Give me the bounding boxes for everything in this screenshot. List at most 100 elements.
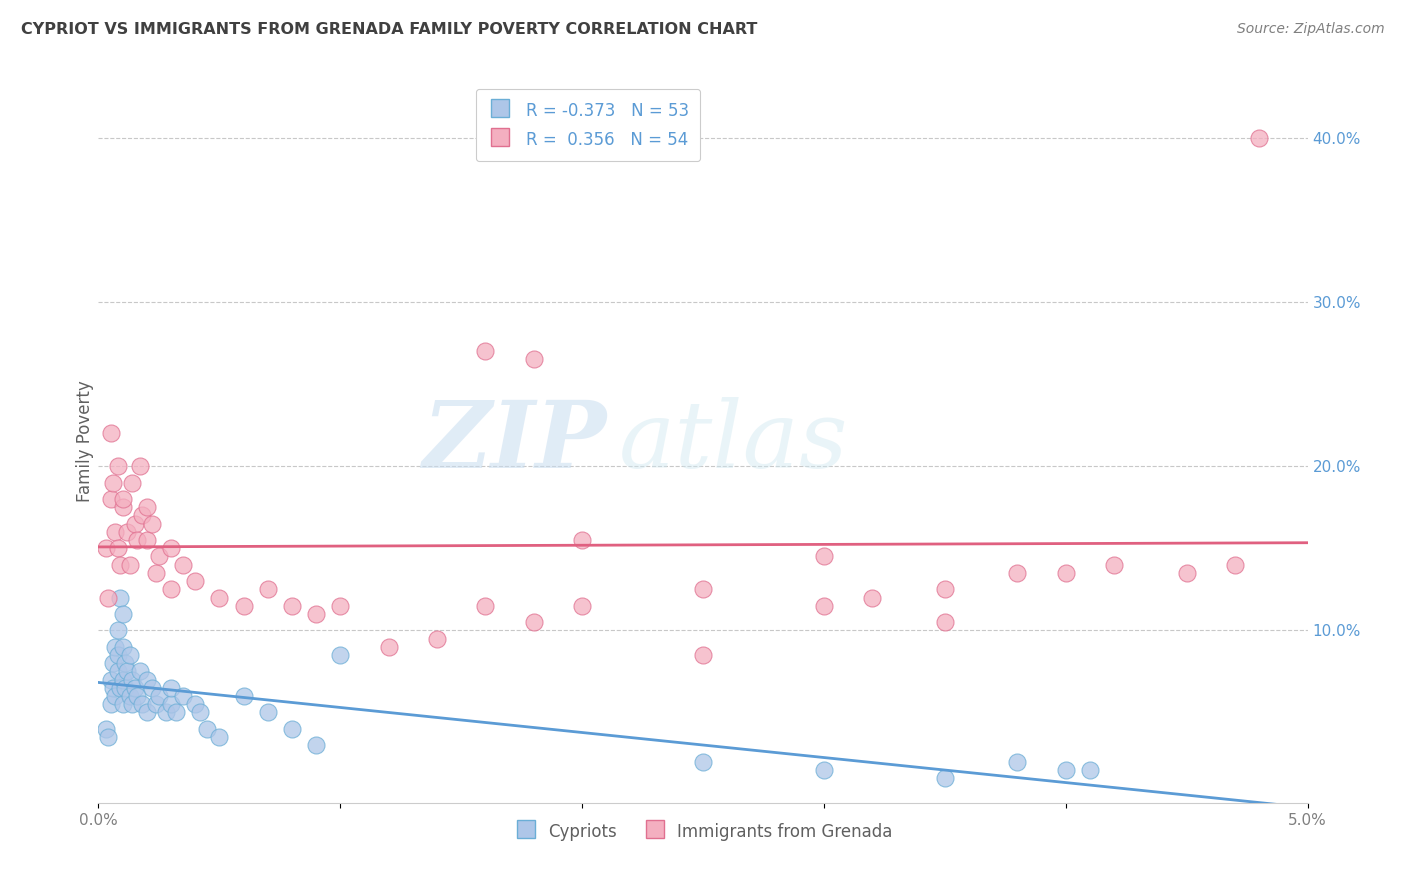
Point — [934, 615, 956, 630]
Point — [571, 599, 593, 613]
Point — [111, 640, 134, 654]
Text: atlas: atlas — [619, 397, 848, 486]
Point — [131, 698, 153, 712]
Point — [1078, 763, 1101, 777]
Point — [232, 599, 254, 613]
Point — [107, 648, 129, 662]
Point — [108, 591, 131, 605]
Point — [97, 591, 120, 605]
Point — [329, 599, 352, 613]
Point — [148, 549, 170, 564]
Point — [97, 730, 120, 744]
Point — [101, 657, 124, 671]
Point — [101, 475, 124, 490]
Point — [692, 648, 714, 662]
Point — [281, 722, 304, 736]
Point — [474, 599, 496, 613]
Point — [232, 689, 254, 703]
Point — [100, 698, 122, 712]
Point — [94, 541, 117, 556]
Point — [121, 673, 143, 687]
Point — [100, 673, 122, 687]
Point — [107, 541, 129, 556]
Point — [111, 491, 134, 506]
Point — [1223, 558, 1246, 572]
Point — [160, 698, 183, 712]
Point — [141, 681, 163, 695]
Point — [114, 681, 136, 695]
Point — [127, 533, 149, 547]
Point — [184, 574, 207, 588]
Point — [121, 475, 143, 490]
Point — [1054, 763, 1077, 777]
Point — [117, 665, 139, 679]
Point — [111, 698, 134, 712]
Point — [692, 755, 714, 769]
Point — [208, 591, 231, 605]
Point — [523, 615, 546, 630]
Point — [523, 352, 546, 367]
Point — [141, 516, 163, 531]
Point — [118, 648, 141, 662]
Point — [1007, 755, 1029, 769]
Point — [104, 640, 127, 654]
Point — [188, 706, 211, 720]
Point — [305, 607, 328, 621]
Point — [172, 689, 194, 703]
Point — [100, 491, 122, 506]
Point — [813, 599, 835, 613]
Text: Source: ZipAtlas.com: Source: ZipAtlas.com — [1237, 22, 1385, 37]
Point — [160, 541, 183, 556]
Point — [934, 582, 956, 597]
Point — [117, 524, 139, 539]
Point — [256, 582, 278, 597]
Point — [155, 706, 177, 720]
Point — [195, 722, 218, 736]
Point — [148, 689, 170, 703]
Point — [118, 689, 141, 703]
Point — [860, 591, 883, 605]
Point — [124, 681, 146, 695]
Point — [107, 459, 129, 474]
Point — [1175, 566, 1198, 580]
Point — [114, 657, 136, 671]
Point — [1249, 130, 1271, 145]
Point — [104, 689, 127, 703]
Text: CYPRIOT VS IMMIGRANTS FROM GRENADA FAMILY POVERTY CORRELATION CHART: CYPRIOT VS IMMIGRANTS FROM GRENADA FAMIL… — [21, 22, 758, 37]
Point — [100, 426, 122, 441]
Point — [107, 624, 129, 638]
Point — [165, 706, 187, 720]
Legend: Cypriots, Immigrants from Grenada: Cypriots, Immigrants from Grenada — [506, 815, 900, 848]
Point — [426, 632, 449, 646]
Point — [101, 681, 124, 695]
Point — [107, 665, 129, 679]
Text: ZIP: ZIP — [422, 397, 606, 486]
Point — [118, 558, 141, 572]
Point — [111, 500, 134, 515]
Point — [124, 516, 146, 531]
Point — [184, 698, 207, 712]
Point — [145, 566, 167, 580]
Point — [108, 558, 131, 572]
Point — [121, 698, 143, 712]
Point — [94, 722, 117, 736]
Point — [128, 665, 150, 679]
Point — [208, 730, 231, 744]
Point — [160, 582, 183, 597]
Point — [1054, 566, 1077, 580]
Point — [813, 763, 835, 777]
Point — [135, 706, 157, 720]
Point — [145, 698, 167, 712]
Point — [127, 689, 149, 703]
Y-axis label: Family Poverty: Family Poverty — [76, 381, 94, 502]
Point — [131, 508, 153, 523]
Point — [256, 706, 278, 720]
Point — [474, 344, 496, 359]
Point — [135, 500, 157, 515]
Point — [104, 524, 127, 539]
Point — [571, 533, 593, 547]
Point — [108, 681, 131, 695]
Point — [813, 549, 835, 564]
Point — [135, 533, 157, 547]
Point — [281, 599, 304, 613]
